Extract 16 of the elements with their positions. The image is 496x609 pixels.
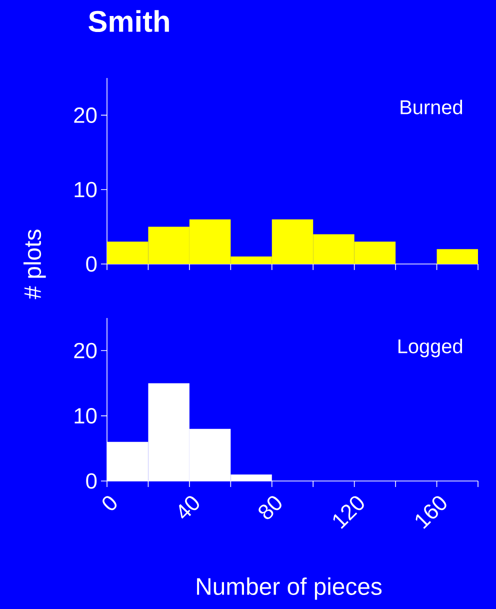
- y-tick-label: 10: [74, 408, 97, 424]
- annotation: Burned: [400, 100, 462, 114]
- chart-title: Smith: [88, 10, 169, 32]
- y-tick-label: 0: [86, 256, 97, 272]
- x-tick-label: 120: [333, 496, 364, 529]
- y-tick-label: 20: [74, 107, 97, 123]
- y-tick-label: 20: [74, 342, 97, 358]
- y-tick-label: 10: [74, 182, 97, 198]
- x-axis-title: Number of pieces: [197, 577, 382, 600]
- y-axis-title: # plots: [24, 230, 46, 300]
- y-tick-label: 0: [86, 473, 97, 489]
- x-tick-label: 80: [258, 496, 282, 520]
- x-tick-label: 160: [416, 496, 446, 529]
- x-tick-label: 40: [179, 496, 199, 519]
- x-tick-label: 0: [102, 496, 117, 510]
- annotation: Logged: [398, 338, 462, 358]
